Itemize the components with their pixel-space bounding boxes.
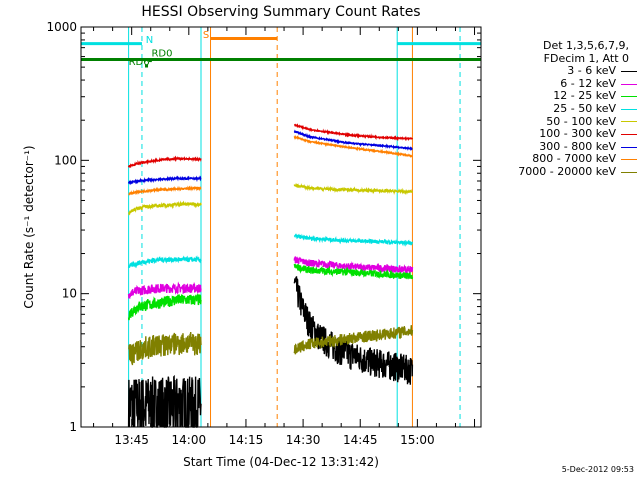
- legend-label: 800 - 7000 keV: [532, 152, 616, 166]
- legend-label: 12 - 25 keV: [553, 89, 616, 103]
- series-6-segment-0: [127, 175, 202, 186]
- x-axis-label: Start Time (04-Dec-12 13:31:42): [183, 455, 379, 469]
- series-8-segment-1: [293, 325, 414, 355]
- legend-label: 100 - 300 keV: [539, 127, 616, 141]
- x-tick-label: 13:45: [114, 433, 149, 447]
- y-tick-label: 100: [54, 153, 77, 167]
- legend-label: 6 - 12 keV: [560, 76, 616, 90]
- legend-swatch: [621, 70, 637, 72]
- annotation-3: RD6: [129, 57, 150, 68]
- legend-swatch: [621, 121, 637, 123]
- series-5-segment-1: [294, 123, 414, 142]
- legend-label: 50 - 100 keV: [546, 114, 616, 128]
- series-4-segment-1: [293, 182, 414, 196]
- rd6-marker: [145, 64, 149, 68]
- legend-label: 3 - 6 keV: [567, 64, 616, 78]
- legend-item: 25 - 50 keV: [487, 101, 637, 116]
- series-8-segment-0: [128, 331, 202, 366]
- series-1-segment-0: [127, 281, 202, 299]
- y-tick-label: 1: [69, 420, 77, 434]
- series-3-segment-1: [293, 233, 414, 247]
- y-tick-label: 10: [62, 287, 77, 301]
- legend-item: 100 - 300 keV: [487, 128, 637, 141]
- plot-frame: [80, 26, 482, 428]
- y-axis-label: Count Rate (s⁻¹ detector⁻¹): [22, 145, 36, 308]
- series-2-segment-1: [293, 263, 414, 280]
- legend-header-line-2: FDecim 1, Att 0: [543, 51, 629, 65]
- legend-item: 300 - 800 keV: [487, 139, 637, 154]
- legend-item: 12 - 25 keV: [487, 90, 637, 103]
- rd0-marker: [148, 59, 152, 63]
- legend-item: 7000 - 20000 keV: [487, 164, 637, 179]
- legend: Det 1,3,5,6,7,9, FDecim 1, Att 0 3 - 6 k…: [487, 39, 637, 179]
- chart-title: HESSI Observing Summary Count Rates: [141, 4, 420, 20]
- series-0-segment-1: [293, 276, 414, 385]
- y-tick-label: 1000: [46, 20, 77, 34]
- x-tick-label: 14:00: [172, 433, 207, 447]
- series-7-segment-1: [293, 134, 414, 158]
- legend-header-line-1: Det 1,3,5,6,7,9,: [542, 39, 629, 52]
- series-0-segment-0: [127, 374, 202, 428]
- series-3-segment-0: [127, 255, 202, 269]
- legend-item: 6 - 12 keV: [487, 76, 637, 91]
- legend-swatch: [621, 159, 637, 161]
- legend-label: 7000 - 20000 keV: [518, 164, 616, 178]
- legend-swatch: [621, 146, 637, 148]
- x-tick-label: 15:00: [400, 433, 435, 447]
- series-7-segment-0: [128, 185, 202, 196]
- legend-swatch: [621, 171, 637, 173]
- annotation-0: N: [146, 35, 153, 46]
- annotation-1: S: [203, 30, 209, 41]
- legend-label: 300 - 800 keV: [539, 139, 616, 153]
- series-2-segment-0: [127, 292, 202, 321]
- legend-swatch: [621, 96, 637, 98]
- series-1-segment-1: [293, 255, 414, 276]
- legend-swatch: [621, 133, 637, 135]
- x-tick-label: 14:15: [229, 433, 264, 447]
- footer-timestamp: 5-Dec-2012 09:53: [561, 465, 634, 474]
- series-5-segment-0: [127, 155, 202, 169]
- legend-item: 50 - 100 keV: [487, 114, 637, 129]
- legend-item: 800 - 7000 keV: [487, 153, 637, 166]
- series-4-segment-0: [128, 200, 202, 216]
- legend-label: 25 - 50 keV: [553, 101, 616, 115]
- series-6-segment-1: [293, 129, 413, 152]
- series-layer: [127, 123, 414, 428]
- legend-item: 3 - 6 keV: [487, 65, 637, 78]
- legend-swatch: [621, 108, 637, 110]
- legend-swatch: [621, 83, 637, 85]
- annotation-2: RD0: [151, 49, 172, 60]
- axis-ticks: 1 10 100 1000 13:45 14:00 14:15 14:30 14:45 15:00: [46, 20, 481, 447]
- x-tick-label: 14:30: [286, 433, 321, 447]
- x-tick-label: 14:45: [343, 433, 378, 447]
